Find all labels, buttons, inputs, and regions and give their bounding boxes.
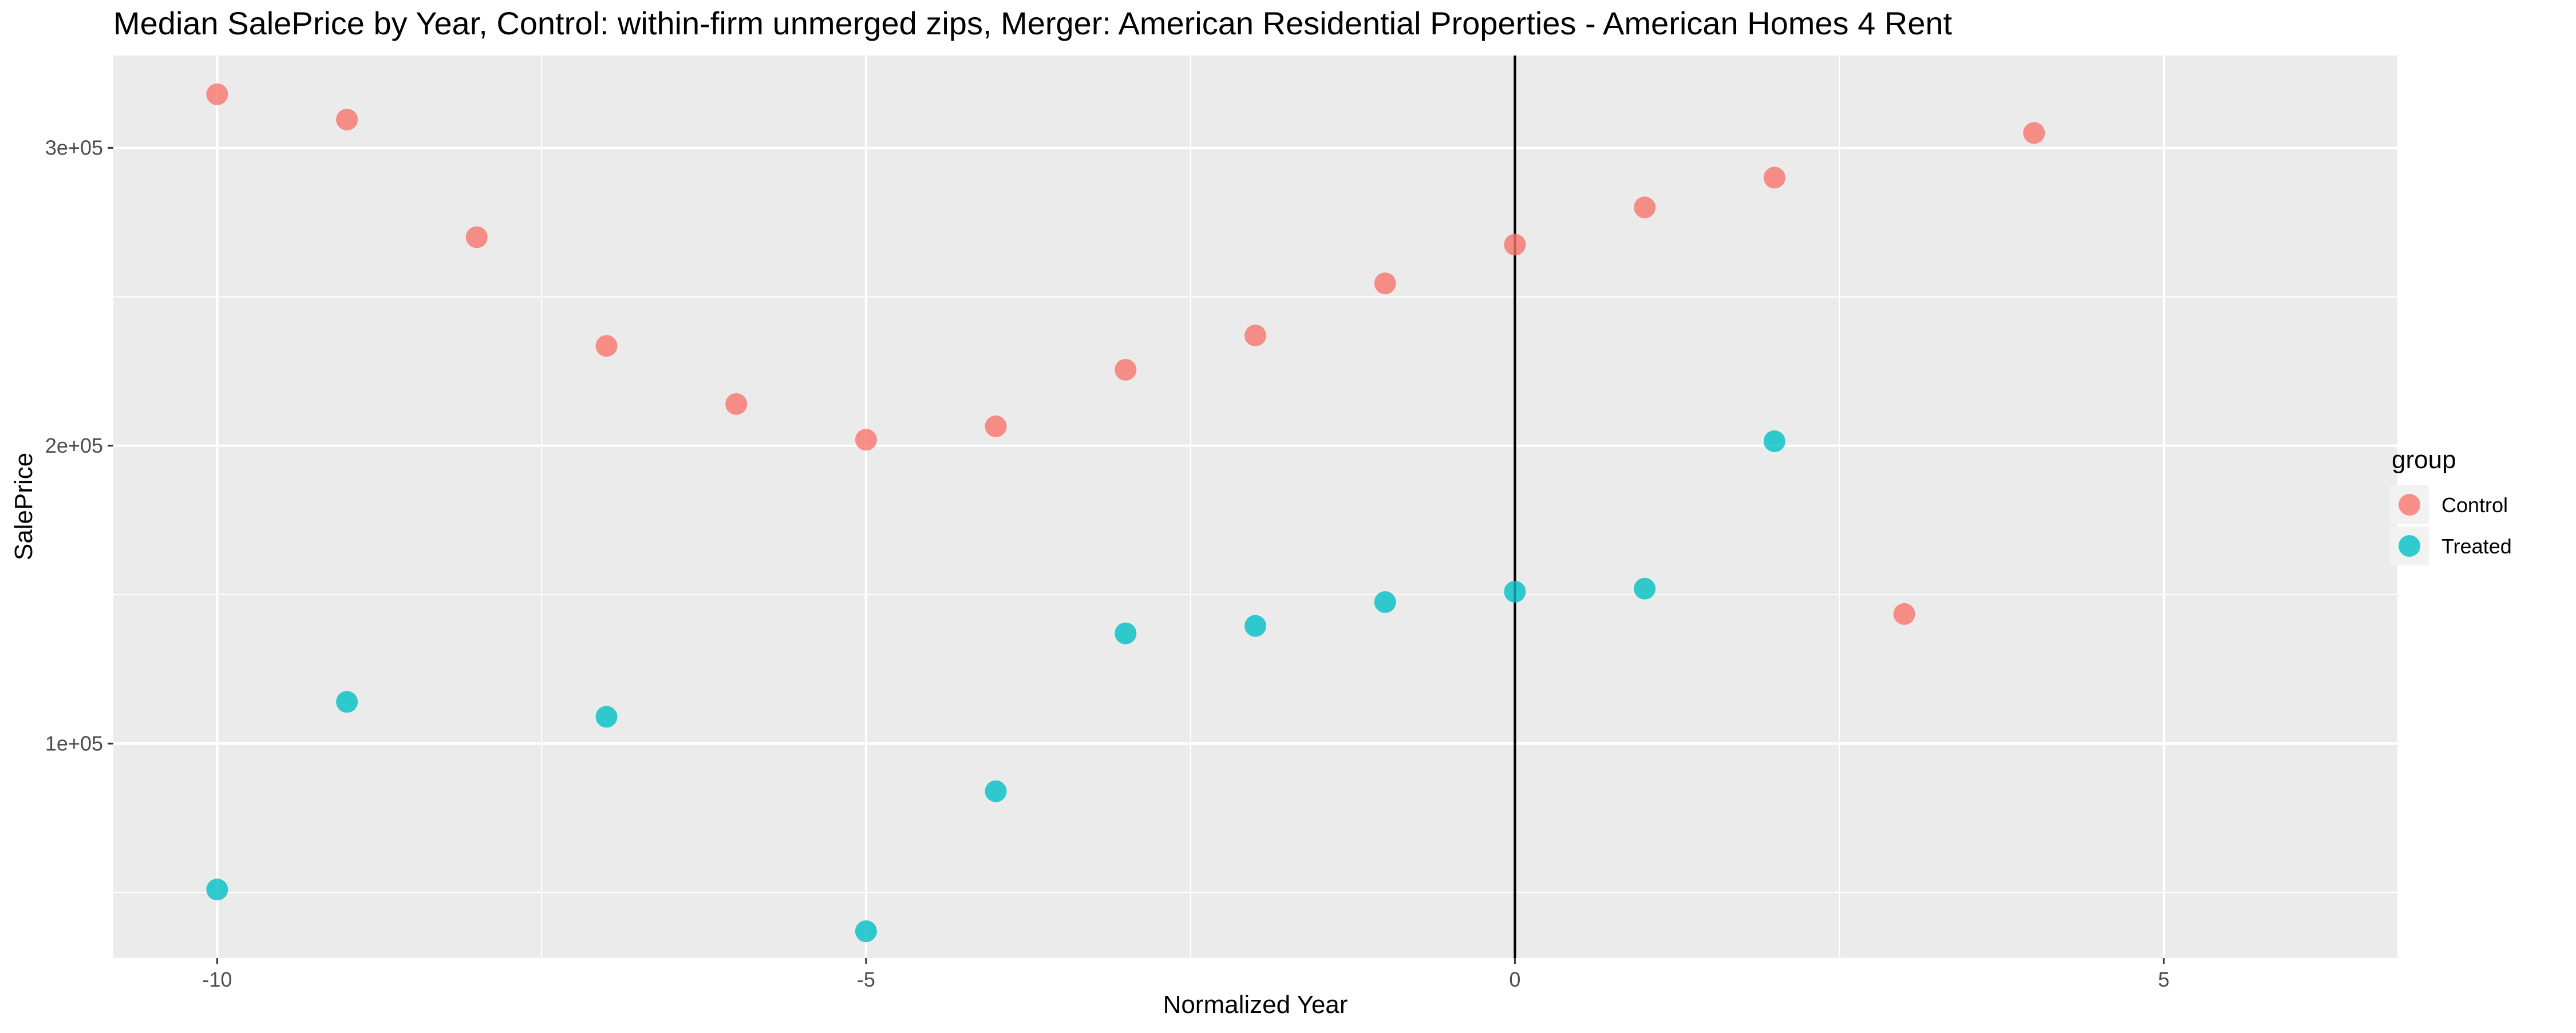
treated-point bbox=[1763, 430, 1785, 452]
y-axis-ticks: 1e+05 2e+05 3e+05 bbox=[45, 136, 113, 755]
y-tick-label: 3e+05 bbox=[45, 136, 103, 159]
x-tick-label: -5 bbox=[857, 968, 875, 991]
treated-point bbox=[1115, 622, 1137, 644]
control-legend-label: Control bbox=[2441, 493, 2508, 517]
treated-point bbox=[1374, 591, 1396, 614]
control-point bbox=[206, 83, 228, 105]
control-point bbox=[985, 415, 1007, 437]
legend-keys: Control Treated bbox=[2390, 485, 2512, 565]
x-axis-ticks: -10 -5 0 5 bbox=[202, 958, 2170, 991]
control-point bbox=[336, 108, 358, 130]
treated-point bbox=[595, 706, 618, 728]
y-tick-label: 2e+05 bbox=[45, 434, 103, 457]
chart-title: Median SalePrice by Year, Control: withi… bbox=[113, 5, 1953, 41]
x-axis-title: Normalized Year bbox=[1163, 991, 1348, 1019]
x-tick-label: -10 bbox=[202, 968, 232, 991]
treated-legend-swatch bbox=[2399, 535, 2420, 557]
y-axis-title: SalePrice bbox=[10, 453, 38, 560]
control-point bbox=[1763, 167, 1785, 189]
control-legend-swatch bbox=[2399, 494, 2420, 516]
legend: group Control Treated bbox=[2390, 446, 2512, 565]
x-tick-label: 0 bbox=[1509, 968, 1520, 991]
treated-point bbox=[1634, 577, 1656, 600]
y-tick-label: 1e+05 bbox=[45, 731, 103, 755]
control-point bbox=[855, 429, 877, 451]
control-point bbox=[1504, 233, 1526, 256]
treated-point bbox=[985, 780, 1007, 802]
control-point bbox=[1374, 272, 1396, 295]
control-point bbox=[595, 335, 618, 357]
control-point bbox=[1634, 196, 1656, 219]
control-point bbox=[725, 393, 748, 415]
control-point bbox=[1244, 324, 1266, 347]
treated-point bbox=[336, 691, 358, 713]
treated-point bbox=[206, 878, 228, 901]
control-point bbox=[1115, 359, 1137, 381]
treated-legend-label: Treated bbox=[2441, 535, 2512, 558]
treated-point bbox=[855, 920, 877, 943]
plot-panel bbox=[113, 56, 2397, 958]
legend-title: group bbox=[2392, 446, 2456, 474]
control-point bbox=[465, 226, 488, 248]
data-points bbox=[206, 83, 2045, 943]
x-tick-label: 5 bbox=[2158, 968, 2170, 991]
control-point bbox=[1893, 603, 1915, 625]
treated-point bbox=[1504, 580, 1526, 603]
control-point bbox=[2023, 122, 2045, 144]
treated-point bbox=[1244, 615, 1266, 637]
minor-gridlines bbox=[113, 56, 2397, 958]
